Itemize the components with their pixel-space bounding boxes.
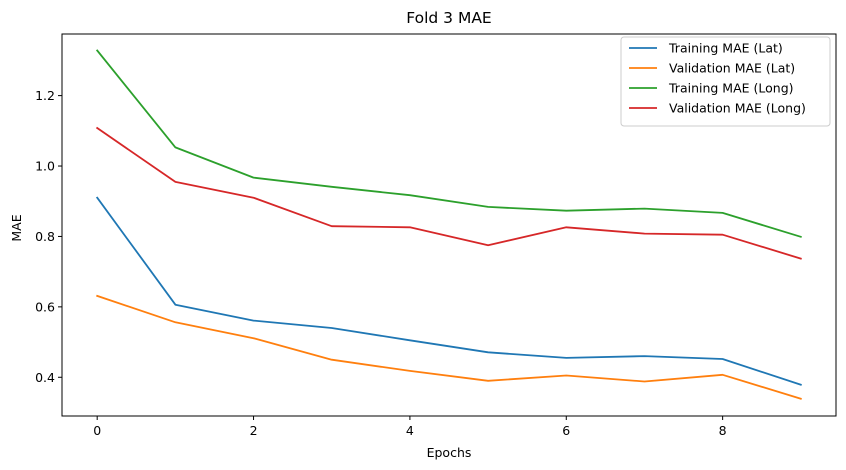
series-line-2 <box>96 294 802 400</box>
legend-entry: Training MAE (Lat) <box>668 41 783 56</box>
series-line-1 <box>95 196 802 386</box>
legend: Training MAE (Lat) Validation MAE (Lat) Tr… <box>620 36 831 127</box>
series-line-3 <box>95 49 802 238</box>
x-axis-label: Epochs <box>427 445 472 460</box>
series-line-4 <box>95 126 802 260</box>
x-tick-label: 2 <box>250 423 258 438</box>
x-tick-label: 8 <box>719 423 727 438</box>
y-tick-label: 0.4 <box>35 370 55 385</box>
plot-frame <box>61 33 837 417</box>
y-tick-label: 0.6 <box>35 299 55 314</box>
x-tick-label: 4 <box>406 423 414 438</box>
legend-entry: Validation MAE (Long) <box>669 101 806 116</box>
legend-entry: Validation MAE (Lat) <box>669 61 795 76</box>
plot-area <box>61 33 837 417</box>
y-tick-label: 1.2 <box>35 88 55 103</box>
chart-title: Fold 3 MAE <box>406 9 491 27</box>
legend-entry: Training MAE (Long) <box>668 81 794 96</box>
y-axis-label: MAE <box>9 214 24 241</box>
x-tick-label: 0 <box>93 423 101 438</box>
x-tick-label: 6 <box>562 423 570 438</box>
x-axis: 0 2 4 6 8 <box>93 416 727 438</box>
y-axis: 0.4 0.6 0.8 1.0 1.2 <box>35 88 62 385</box>
series-lines <box>95 49 802 400</box>
y-tick-label: 1.0 <box>35 159 55 174</box>
y-tick-label: 0.8 <box>35 229 55 244</box>
legend-box <box>620 36 831 127</box>
